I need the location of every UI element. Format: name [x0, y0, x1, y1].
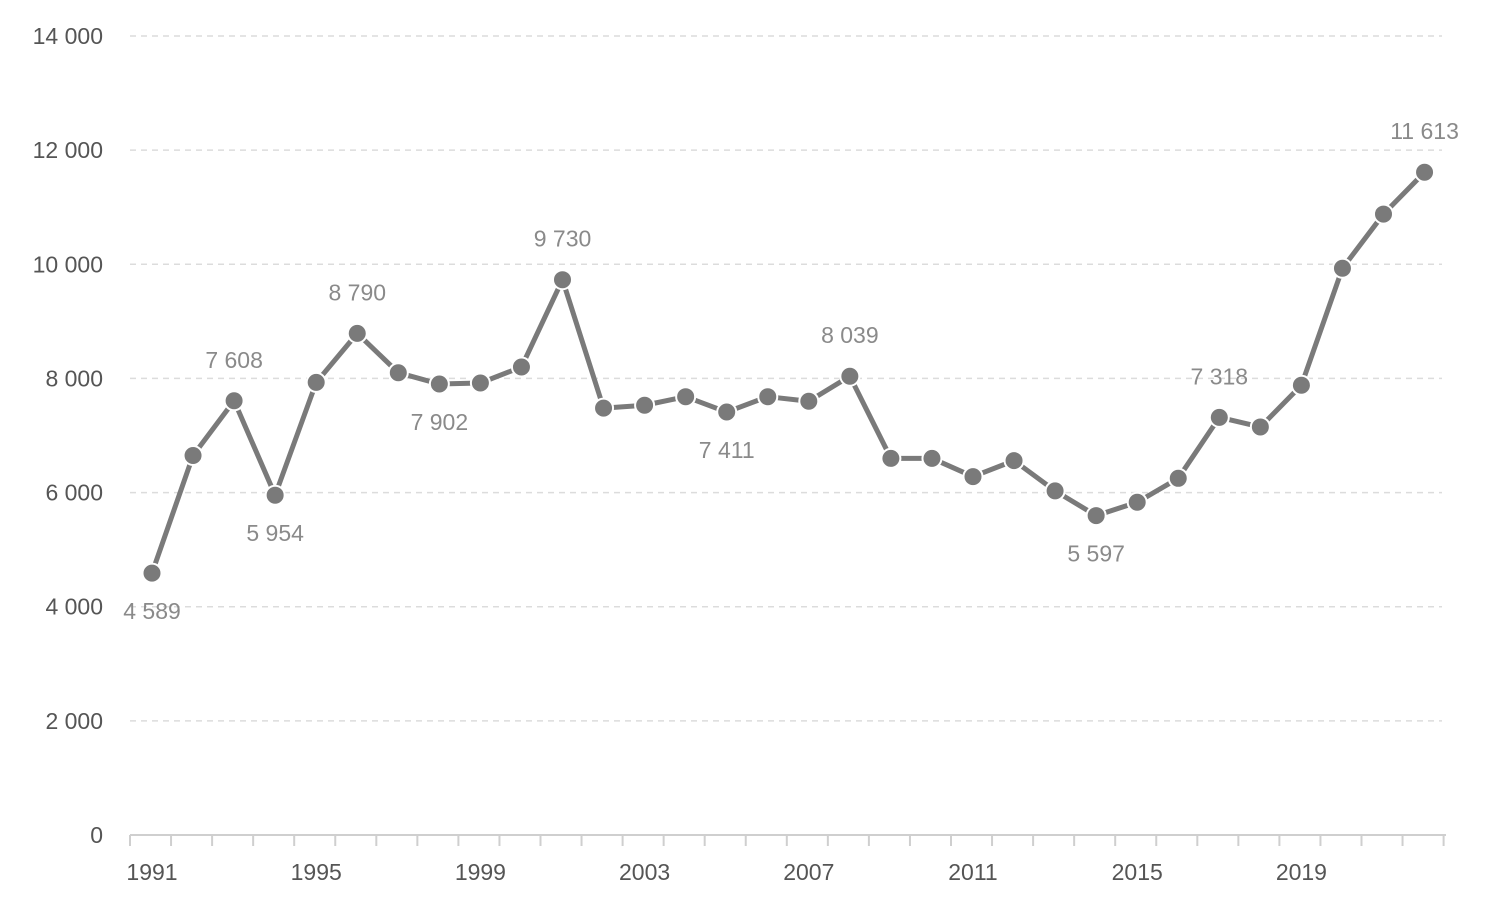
data-point: [1085, 505, 1107, 527]
data-label: 7 902: [411, 409, 469, 435]
x-tick-label: 2015: [1112, 859, 1163, 885]
data-labels: 4 589 7 608 5 954 8 790 7 902 9 730 7 411 8 039…: [123, 118, 1459, 624]
y-axis: 0 2 000 4 000 6 000 8 000 10 000 12 000 14 000: [33, 23, 103, 848]
y-tick-label: 4 000: [45, 594, 103, 620]
x-tick-label: 2011: [948, 859, 997, 885]
y-tick-label: 12 000: [33, 137, 103, 163]
data-point: [634, 394, 656, 416]
x-tick-label: 2007: [783, 859, 834, 885]
data-point: [798, 390, 820, 412]
data-point: [716, 401, 738, 423]
data-point: [305, 371, 327, 393]
data-label: 9 730: [534, 226, 592, 252]
data-label: 7 608: [205, 347, 263, 373]
data-point: [428, 373, 450, 395]
data-point: [1331, 257, 1353, 279]
data-point: [223, 390, 245, 412]
data-point: [1290, 374, 1312, 396]
data-point: [1208, 406, 1230, 428]
data-point: [552, 269, 573, 291]
data-label: 8 790: [328, 279, 386, 305]
data-point: [264, 484, 286, 506]
data-point: [1167, 467, 1189, 489]
data-point: [1003, 450, 1025, 472]
x-tick-label: 2019: [1276, 859, 1327, 885]
data-point: [346, 322, 368, 344]
y-tick-label: 14 000: [33, 23, 103, 49]
data-point: [593, 397, 615, 419]
gridlines: [130, 35, 1442, 722]
data-point: [1249, 416, 1271, 438]
data-point: [921, 447, 943, 469]
x-tick-label: 1999: [455, 859, 506, 885]
data-label: 4 589: [123, 598, 181, 624]
data-label: 7 318: [1191, 363, 1249, 389]
data-point: [1126, 491, 1148, 513]
data-label: 11 613: [1390, 118, 1459, 144]
data-point: [1373, 203, 1394, 225]
data-point: [675, 386, 697, 408]
x-tick-label: 1995: [291, 859, 342, 885]
data-point: [880, 447, 902, 469]
data-point: [1044, 480, 1066, 502]
data-point: [510, 356, 532, 378]
series: [141, 161, 1436, 584]
y-tick-label: 0: [90, 822, 103, 848]
data-point: [182, 444, 204, 466]
data-point: [141, 562, 163, 584]
y-tick-label: 8 000: [45, 365, 103, 391]
data-label: 7 411: [699, 437, 755, 463]
data-label: 8 039: [821, 322, 879, 348]
data-label: 5 954: [246, 520, 304, 546]
x-axis: 1991 1995 1999 2003 2007 2011 2015 2019: [126, 834, 1446, 885]
data-point: [469, 372, 491, 394]
data-point: [387, 362, 409, 384]
data-point: [1414, 161, 1436, 183]
x-tick-label: 1991: [126, 859, 177, 885]
data-point: [757, 386, 779, 408]
y-tick-label: 2 000: [45, 708, 103, 734]
x-tick-label: 2003: [619, 859, 670, 885]
data-point: [839, 365, 861, 387]
data-label: 5 597: [1067, 541, 1125, 567]
y-tick-label: 10 000: [33, 251, 103, 277]
y-tick-label: 6 000: [45, 480, 103, 506]
data-point: [962, 466, 984, 488]
